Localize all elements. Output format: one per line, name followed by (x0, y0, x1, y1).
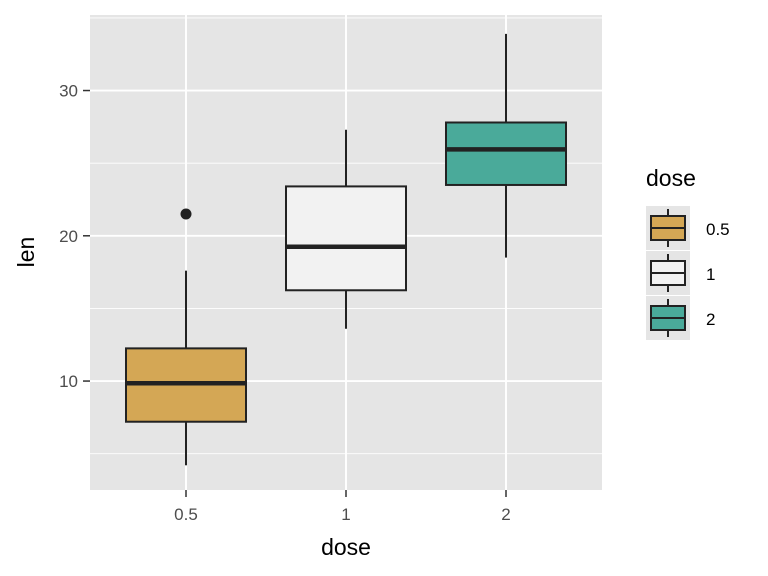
legend-label: 2 (706, 310, 715, 329)
legend-item-2: 2 (646, 296, 715, 340)
x-tick-label: 2 (501, 505, 510, 524)
x-tick-label: 1 (341, 505, 350, 524)
y-axis: 10 20 30 (59, 82, 90, 391)
x-axis: 0.5 1 2 (174, 490, 511, 524)
y-tick-label: 10 (59, 372, 78, 391)
legend: dose 0.5 1 2 (646, 165, 730, 340)
y-tick-label: 30 (59, 82, 78, 101)
x-axis-title: dose (321, 534, 371, 560)
legend-label: 1 (706, 265, 715, 284)
box-group-0.5 (125, 208, 247, 466)
x-tick-label: 0.5 (174, 505, 198, 524)
legend-item-1: 1 (646, 251, 715, 295)
y-tick-label: 20 (59, 227, 78, 246)
box-group-1 (285, 129, 407, 329)
outlier-point (180, 208, 192, 220)
legend-item-0.5: 0.5 (646, 206, 730, 250)
boxes-layer (125, 33, 567, 466)
y-axis-title: len (13, 237, 39, 268)
box-group-2 (445, 33, 567, 258)
box-iqr (285, 185, 407, 292)
box-iqr (445, 121, 567, 186)
legend-title: dose (646, 165, 696, 191)
legend-label: 0.5 (706, 220, 730, 239)
